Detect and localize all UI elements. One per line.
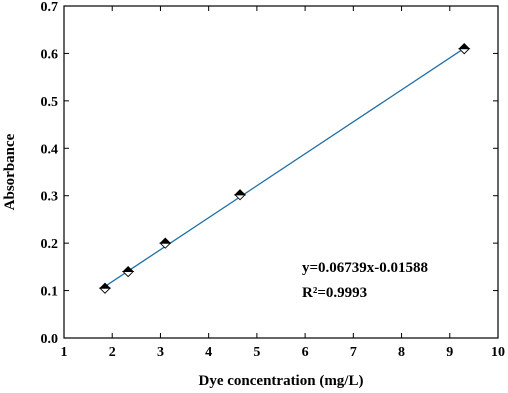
- data-point: [122, 265, 135, 278]
- y-tick-label: 0.2: [41, 237, 59, 252]
- x-tick-label: 4: [205, 345, 212, 360]
- x-tick-label: 6: [302, 345, 309, 360]
- x-axis-label: Dye concentration (mg/L): [199, 373, 364, 389]
- marker-top: [159, 237, 172, 244]
- y-tick-label: 0.6: [41, 47, 59, 62]
- y-tick-label: 0.7: [41, 0, 59, 15]
- x-tick-label: 5: [253, 345, 260, 360]
- equation: y=0.06739x-0.01588: [302, 260, 428, 276]
- y-tick-label: 0.3: [41, 190, 59, 205]
- data-point: [458, 43, 471, 55]
- marker-top: [233, 189, 247, 196]
- y-tick-label: 0.0: [41, 332, 59, 347]
- y-tick-label: 0.1: [41, 285, 59, 300]
- x-tick-label: 9: [446, 345, 453, 360]
- marker-top: [122, 265, 135, 273]
- marker-top: [458, 43, 471, 50]
- y-tick-label: 0.5: [41, 95, 59, 110]
- marker-top: [98, 282, 112, 289]
- r-squared: R²=0.9993: [302, 285, 367, 301]
- plot-frame: [63, 5, 499, 339]
- x-tick-label: 2: [109, 345, 116, 360]
- data-point: [159, 237, 172, 249]
- x-tick-label: 3: [157, 345, 164, 360]
- x-tick-label: 1: [61, 345, 68, 360]
- data-point: [98, 282, 112, 294]
- data-point: [233, 189, 247, 201]
- marker-bottom: [159, 242, 172, 249]
- x-tick-label: 8: [398, 345, 405, 360]
- x-tick-label: 10: [491, 345, 505, 360]
- y-axis-label: Absorbance: [2, 133, 18, 210]
- x-tick-label: 7: [350, 345, 357, 360]
- marker-bottom: [98, 287, 112, 294]
- fit-line: [104, 47, 465, 287]
- y-tick-label: 0.4: [41, 142, 59, 157]
